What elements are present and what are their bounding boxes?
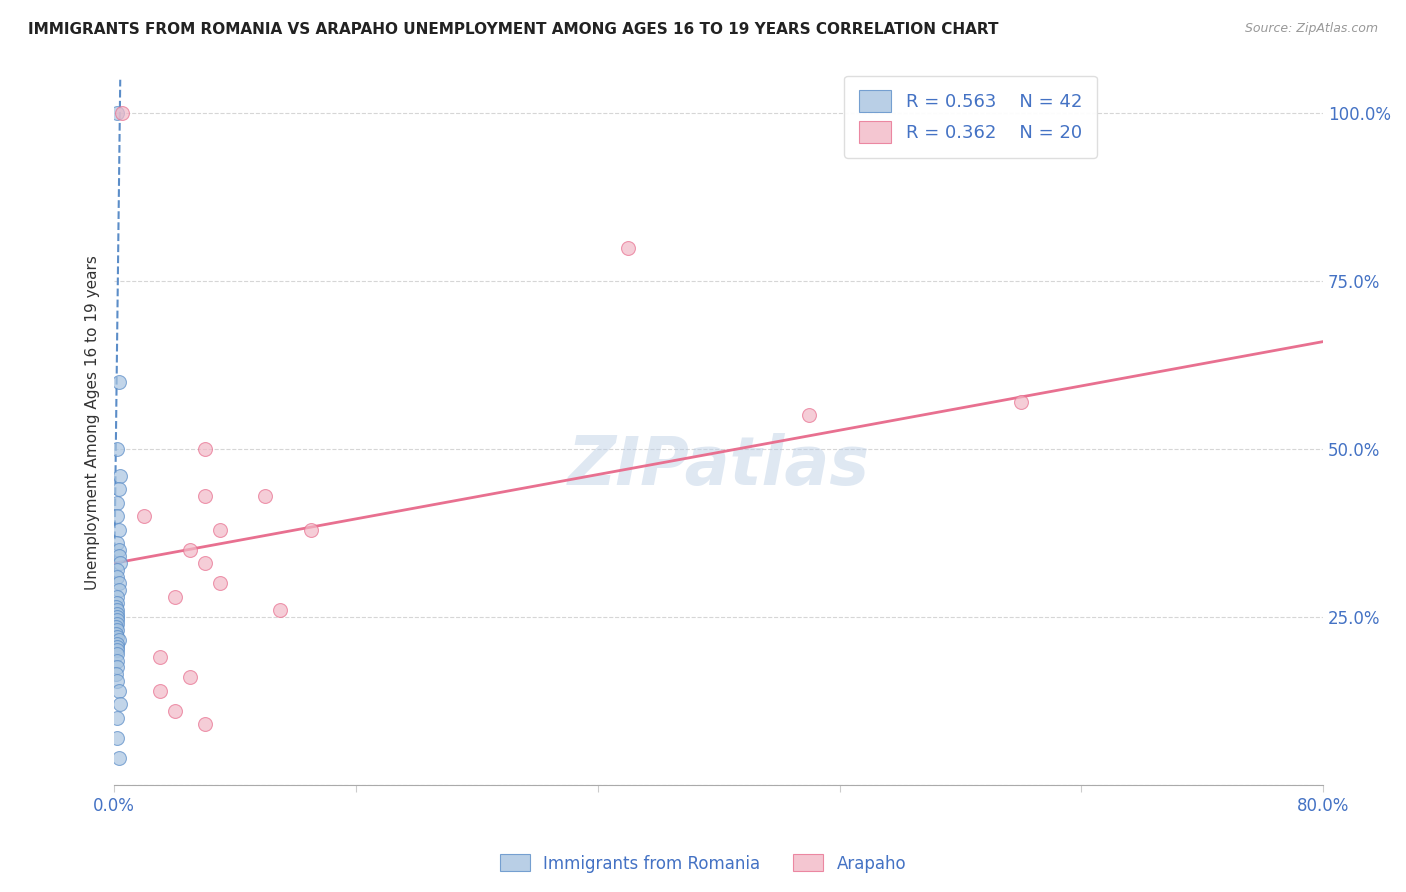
Point: [107, 683, 129, 698]
Point: [269, 603, 291, 617]
Point: [105, 590, 128, 604]
Point: [105, 643, 128, 657]
Point: [107, 633, 129, 648]
Point: [105, 496, 128, 510]
Point: [179, 670, 201, 684]
Point: [104, 667, 127, 681]
Point: [163, 704, 186, 718]
Point: [107, 751, 129, 765]
Point: [105, 637, 128, 651]
Point: [107, 375, 129, 389]
Point: [105, 630, 128, 644]
Y-axis label: Unemployment Among Ages 16 to 19 years: Unemployment Among Ages 16 to 19 years: [86, 255, 100, 590]
Point: [105, 613, 128, 627]
Point: [148, 683, 170, 698]
Point: [105, 640, 128, 654]
Legend: Immigrants from Romania, Arapaho: Immigrants from Romania, Arapaho: [494, 847, 912, 880]
Legend: R = 0.563    N = 42, R = 0.362    N = 20: R = 0.563 N = 42, R = 0.362 N = 20: [844, 76, 1097, 158]
Text: ZIPatlas: ZIPatlas: [568, 433, 870, 499]
Point: [105, 106, 128, 120]
Point: [110, 469, 132, 483]
Point: [617, 241, 640, 255]
Text: Source: ZipAtlas.com: Source: ZipAtlas.com: [1244, 22, 1378, 36]
Point: [107, 582, 129, 597]
Point: [105, 563, 128, 577]
Point: [105, 536, 128, 550]
Point: [105, 607, 128, 621]
Point: [107, 523, 129, 537]
Point: [194, 556, 217, 570]
Point: [299, 523, 322, 537]
Point: [107, 483, 129, 497]
Point: [194, 489, 217, 503]
Point: [105, 610, 128, 624]
Point: [105, 442, 128, 456]
Point: [105, 731, 128, 745]
Point: [107, 576, 129, 591]
Point: [254, 489, 277, 503]
Point: [105, 569, 128, 583]
Point: [110, 556, 132, 570]
Point: [163, 590, 186, 604]
Point: [111, 106, 134, 120]
Point: [107, 542, 129, 557]
Point: [194, 717, 217, 731]
Point: [105, 673, 128, 688]
Point: [179, 542, 201, 557]
Point: [105, 616, 128, 631]
Point: [194, 442, 217, 456]
Point: [105, 624, 128, 638]
Point: [1010, 395, 1032, 409]
Point: [105, 597, 128, 611]
Point: [799, 409, 821, 423]
Point: [104, 599, 127, 614]
Point: [105, 654, 128, 668]
Point: [105, 710, 128, 724]
Point: [107, 549, 129, 564]
Point: [110, 697, 132, 711]
Point: [104, 626, 127, 640]
Point: [134, 509, 156, 524]
Point: [105, 509, 128, 524]
Point: [105, 647, 128, 661]
Point: [208, 576, 231, 591]
Text: IMMIGRANTS FROM ROMANIA VS ARAPAHO UNEMPLOYMENT AMONG AGES 16 TO 19 YEARS CORREL: IMMIGRANTS FROM ROMANIA VS ARAPAHO UNEMP…: [28, 22, 998, 37]
Point: [208, 523, 231, 537]
Point: [148, 650, 170, 665]
Point: [105, 660, 128, 674]
Point: [105, 603, 128, 617]
Point: [104, 620, 127, 634]
